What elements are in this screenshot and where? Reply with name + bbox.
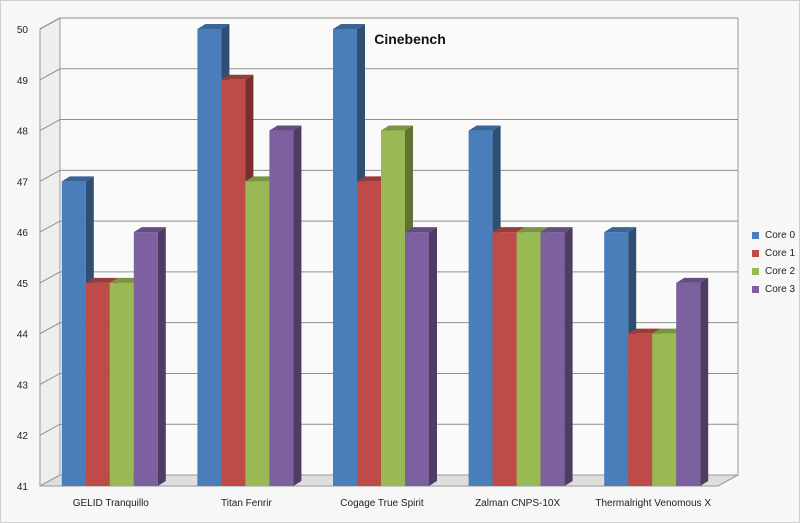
bar-top <box>676 277 709 283</box>
legend-swatch <box>752 267 759 275</box>
y-tick-label: 43 <box>17 380 29 391</box>
bar <box>604 232 629 486</box>
x-tick-label: Cogage True Spirit <box>340 498 424 509</box>
legend-label: Core 2 <box>765 265 796 277</box>
bar <box>405 232 429 486</box>
bar-top <box>133 227 166 233</box>
x-tick-label: GELID Tranquillo <box>73 498 150 509</box>
legend-swatch <box>752 285 759 293</box>
legend-swatch <box>752 249 759 257</box>
bar-top <box>269 125 302 131</box>
chart-side-wall <box>39 17 61 487</box>
bar <box>133 232 158 486</box>
bar <box>676 282 701 486</box>
legend-item: Core 2 <box>752 262 795 280</box>
bar-top <box>405 227 437 233</box>
bar-top <box>221 74 254 80</box>
gridline <box>39 220 738 233</box>
y-tick-label: 47 <box>17 177 29 188</box>
bar <box>516 232 541 486</box>
legend-item: Core 3 <box>752 280 795 298</box>
bar-top <box>197 24 230 29</box>
bar <box>381 130 405 487</box>
x-tick-label: Thermalright Venomous X <box>595 498 711 509</box>
y-tick-label: 41 <box>17 482 29 493</box>
bar <box>221 79 246 487</box>
bar <box>357 181 381 487</box>
bar <box>333 29 357 486</box>
bar-side <box>429 227 437 486</box>
bar-top <box>381 125 413 131</box>
x-tick-label: Titan Fenrir <box>221 498 272 509</box>
bar <box>492 232 517 486</box>
bar <box>109 282 134 486</box>
bar-top <box>492 227 525 233</box>
y-tick-label: 46 <box>17 228 29 239</box>
legend-item: Core 0 <box>752 226 795 244</box>
bar-top <box>468 125 501 131</box>
bar-side <box>157 227 166 486</box>
y-tick-label: 49 <box>17 76 29 87</box>
gridline <box>39 169 738 182</box>
bar-side <box>700 277 709 486</box>
bar <box>269 130 294 487</box>
bar-top <box>604 227 637 233</box>
bar <box>628 333 653 486</box>
chart-title: Cinebench <box>374 31 446 47</box>
x-tick-label: Zalman CNPS-10X <box>475 498 560 509</box>
y-tick-label: 44 <box>17 330 29 341</box>
bar-side <box>293 125 302 487</box>
y-tick-label: 42 <box>17 431 29 442</box>
bar-top <box>628 328 661 334</box>
bar-top <box>85 277 118 283</box>
bar-top <box>333 24 365 29</box>
bar-top <box>516 227 549 233</box>
bar-top <box>61 176 94 182</box>
chart-legend: Core 0 Core 1 Core 2 Core 3 <box>752 226 795 298</box>
y-tick-label: 45 <box>17 279 29 290</box>
y-tick-label: 50 <box>17 25 29 36</box>
gridline <box>39 68 738 81</box>
bar <box>61 181 86 487</box>
bar <box>85 282 110 486</box>
bar <box>197 29 222 486</box>
bar-side <box>564 227 573 486</box>
legend-label: Core 1 <box>765 247 796 259</box>
bar-top <box>540 227 573 233</box>
y-tick-label: 48 <box>17 127 29 138</box>
legend-label: Core 0 <box>765 229 796 241</box>
legend-item: Core 1 <box>752 244 795 262</box>
bar <box>540 232 565 486</box>
bar <box>245 181 270 487</box>
gridline <box>39 119 738 131</box>
legend-swatch <box>752 231 759 239</box>
bar <box>652 333 677 486</box>
gridline <box>39 17 738 30</box>
bar <box>468 130 493 487</box>
legend-label: Core 3 <box>765 283 796 295</box>
